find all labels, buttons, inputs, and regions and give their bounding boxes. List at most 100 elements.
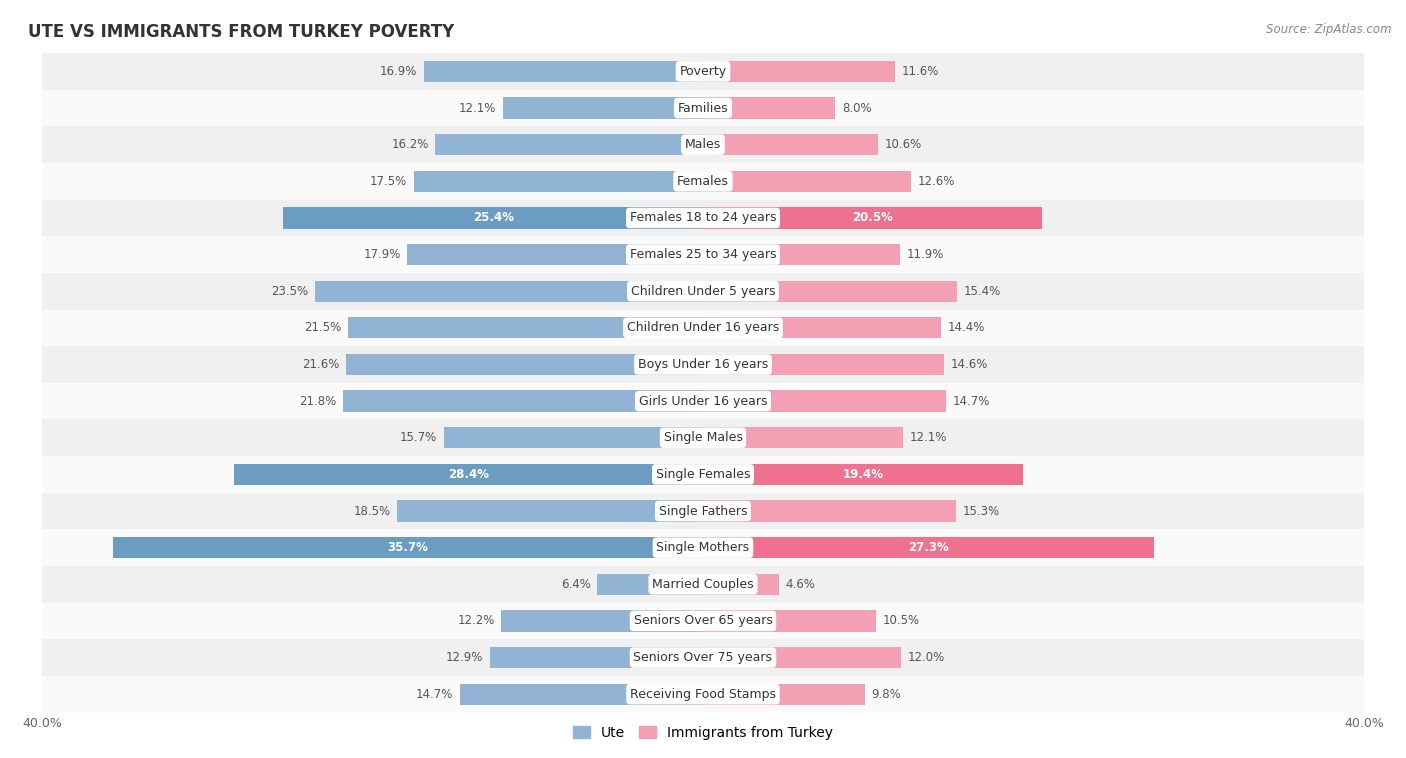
- Text: 16.9%: 16.9%: [380, 65, 418, 78]
- Bar: [347, 317, 703, 339]
- Text: Source: ZipAtlas.com: Source: ZipAtlas.com: [1267, 23, 1392, 36]
- Bar: [42, 199, 1364, 236]
- Bar: [42, 676, 1364, 713]
- Text: Single Fathers: Single Fathers: [659, 505, 747, 518]
- Bar: [233, 464, 703, 485]
- Text: Single Males: Single Males: [664, 431, 742, 444]
- Bar: [703, 647, 901, 669]
- Bar: [703, 390, 946, 412]
- Bar: [703, 464, 1024, 485]
- Bar: [284, 207, 703, 229]
- Bar: [703, 610, 876, 631]
- Text: 23.5%: 23.5%: [271, 285, 308, 298]
- Bar: [42, 309, 1364, 346]
- Text: 20.5%: 20.5%: [852, 211, 893, 224]
- Bar: [503, 97, 703, 119]
- Bar: [436, 134, 703, 155]
- Bar: [408, 244, 703, 265]
- Text: Females 25 to 34 years: Females 25 to 34 years: [630, 248, 776, 261]
- Bar: [42, 566, 1364, 603]
- Bar: [42, 603, 1364, 639]
- Legend: Ute, Immigrants from Turkey: Ute, Immigrants from Turkey: [568, 720, 838, 745]
- Text: 18.5%: 18.5%: [354, 505, 391, 518]
- Text: Poverty: Poverty: [679, 65, 727, 78]
- Bar: [343, 390, 703, 412]
- Bar: [315, 280, 703, 302]
- Bar: [703, 317, 941, 339]
- Bar: [703, 244, 900, 265]
- Text: 25.4%: 25.4%: [472, 211, 513, 224]
- Text: 21.8%: 21.8%: [299, 395, 336, 408]
- Text: Seniors Over 65 years: Seniors Over 65 years: [634, 615, 772, 628]
- Text: 11.6%: 11.6%: [901, 65, 939, 78]
- Text: 17.5%: 17.5%: [370, 175, 408, 188]
- Text: 6.4%: 6.4%: [561, 578, 591, 590]
- Text: 12.9%: 12.9%: [446, 651, 484, 664]
- Text: 12.1%: 12.1%: [460, 102, 496, 114]
- Bar: [42, 493, 1364, 529]
- Text: 12.2%: 12.2%: [457, 615, 495, 628]
- Bar: [42, 383, 1364, 419]
- Text: 19.4%: 19.4%: [842, 468, 884, 481]
- Bar: [703, 537, 1154, 559]
- Bar: [703, 61, 894, 82]
- Text: 12.1%: 12.1%: [910, 431, 946, 444]
- Text: Females: Females: [678, 175, 728, 188]
- Bar: [42, 53, 1364, 89]
- Text: 4.6%: 4.6%: [786, 578, 815, 590]
- Bar: [114, 537, 703, 559]
- Bar: [703, 574, 779, 595]
- Text: 15.7%: 15.7%: [399, 431, 437, 444]
- Bar: [423, 61, 703, 82]
- Text: UTE VS IMMIGRANTS FROM TURKEY POVERTY: UTE VS IMMIGRANTS FROM TURKEY POVERTY: [28, 23, 454, 41]
- Bar: [703, 354, 945, 375]
- Bar: [502, 610, 703, 631]
- Bar: [42, 89, 1364, 127]
- Text: 14.7%: 14.7%: [416, 688, 454, 700]
- Text: Seniors Over 75 years: Seniors Over 75 years: [634, 651, 772, 664]
- Bar: [598, 574, 703, 595]
- Bar: [42, 639, 1364, 676]
- Text: Children Under 16 years: Children Under 16 years: [627, 321, 779, 334]
- Text: 9.8%: 9.8%: [872, 688, 901, 700]
- Text: 8.0%: 8.0%: [842, 102, 872, 114]
- Text: 16.2%: 16.2%: [391, 138, 429, 151]
- Bar: [460, 684, 703, 705]
- Bar: [42, 236, 1364, 273]
- Text: Children Under 5 years: Children Under 5 years: [631, 285, 775, 298]
- Bar: [703, 207, 1042, 229]
- Bar: [703, 97, 835, 119]
- Text: 17.9%: 17.9%: [363, 248, 401, 261]
- Text: 11.9%: 11.9%: [907, 248, 943, 261]
- Bar: [42, 273, 1364, 309]
- Text: Females 18 to 24 years: Females 18 to 24 years: [630, 211, 776, 224]
- Text: Boys Under 16 years: Boys Under 16 years: [638, 358, 768, 371]
- Bar: [703, 427, 903, 449]
- Bar: [346, 354, 703, 375]
- Bar: [42, 127, 1364, 163]
- Text: 12.0%: 12.0%: [908, 651, 945, 664]
- Text: Girls Under 16 years: Girls Under 16 years: [638, 395, 768, 408]
- Bar: [489, 647, 703, 669]
- Bar: [444, 427, 703, 449]
- Text: 10.6%: 10.6%: [884, 138, 922, 151]
- Bar: [42, 419, 1364, 456]
- Bar: [42, 163, 1364, 199]
- Bar: [703, 280, 957, 302]
- Bar: [703, 134, 879, 155]
- Text: 14.6%: 14.6%: [950, 358, 988, 371]
- Text: Married Couples: Married Couples: [652, 578, 754, 590]
- Text: Single Females: Single Females: [655, 468, 751, 481]
- Text: Receiving Food Stamps: Receiving Food Stamps: [630, 688, 776, 700]
- Text: 14.7%: 14.7%: [952, 395, 990, 408]
- Text: 14.4%: 14.4%: [948, 321, 984, 334]
- Bar: [413, 171, 703, 192]
- Bar: [703, 500, 956, 522]
- Bar: [42, 529, 1364, 566]
- Text: 21.6%: 21.6%: [302, 358, 339, 371]
- Bar: [703, 171, 911, 192]
- Text: 12.6%: 12.6%: [918, 175, 955, 188]
- Bar: [42, 346, 1364, 383]
- Bar: [398, 500, 703, 522]
- Text: 10.5%: 10.5%: [883, 615, 920, 628]
